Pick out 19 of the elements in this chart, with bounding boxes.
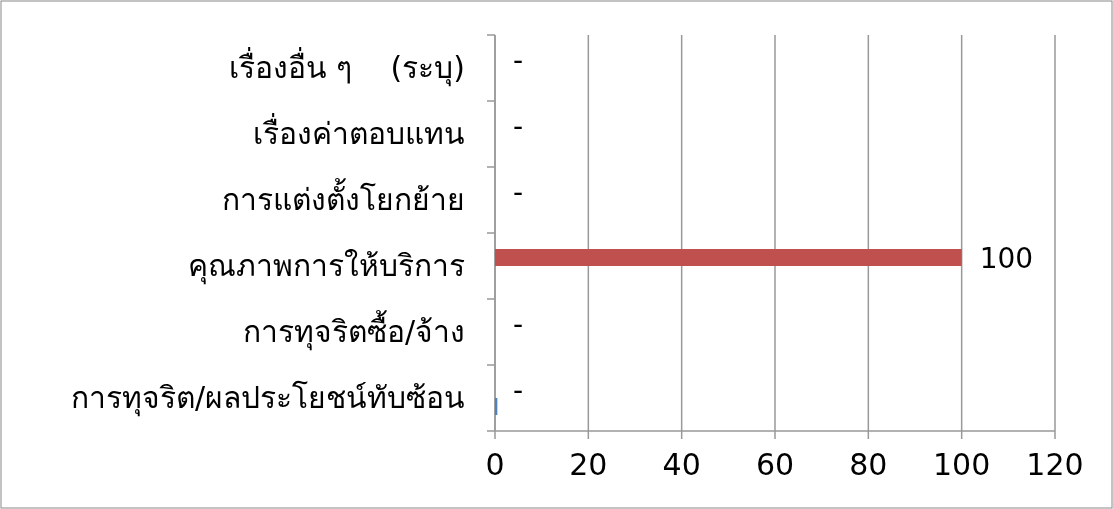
x-tick-label: 80 [849,447,888,482]
data-label: - [513,43,524,77]
y-tick-label: เรื่องอื่น ๆ (ระบุ) [228,47,465,87]
x-tick-label: 20 [569,447,608,482]
y-tick-label: การแต่งตั้งโยกย้าย [222,178,465,217]
y-tick-label: การทุจริตซื้อ/จ้าง [242,310,465,351]
x-tick-label: 40 [662,447,701,482]
data-label: 100 [979,241,1034,275]
data-label: - [513,175,524,209]
y-tick-label: คุณภาพการให้บริการ [188,248,465,285]
y-tick-label: การทุจริต/ผลประโยชน์ทับซ้อน [70,380,465,417]
data-label: - [513,109,524,143]
data-label: - [513,373,524,407]
x-tick-label: 100 [933,447,991,482]
x-tick-label: 120 [1026,447,1084,482]
y-tick-label: เรื่องค่าตอบแทน [253,113,465,151]
x-tick-label: 0 [485,447,505,482]
data-label: - [513,307,524,341]
x-tick-label: 60 [755,447,795,482]
